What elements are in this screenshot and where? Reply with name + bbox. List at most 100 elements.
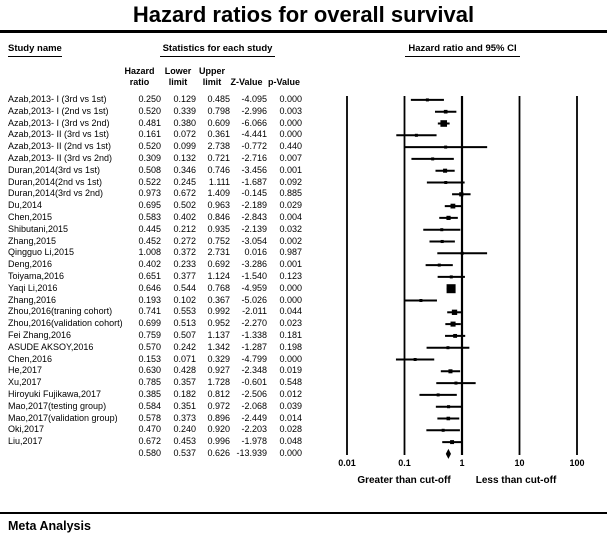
z-value-cell: -2.068 — [241, 400, 267, 411]
z-value-cell: -2.996 — [241, 105, 267, 116]
hazard-ratio-cell: 0.759 — [138, 330, 161, 340]
lower-limit-cell: 0.553 — [173, 306, 196, 317]
hr-marker — [450, 440, 455, 445]
lower-limit-cell: 0.373 — [173, 412, 196, 423]
study-name-cell: Liu,2017 — [8, 436, 43, 447]
z-value-cell: -0.772 — [241, 141, 267, 152]
x-axis-tick-label: 0.01 — [338, 458, 356, 468]
study-name-cell: He,2017 — [8, 365, 43, 376]
z-value-cell: -1.978 — [241, 436, 267, 447]
upper-limit-cell: 1.137 — [207, 330, 230, 340]
lower-limit-cell: 0.428 — [173, 365, 196, 376]
lower-limit-cell: 0.233 — [173, 259, 196, 270]
z-value-cell: -2.348 — [241, 365, 267, 376]
study-name-cell: Du,2014 — [8, 200, 43, 211]
hazard-ratio-cell: 0.630 — [138, 365, 161, 376]
hazard-ratio-cell: 0.309 — [138, 153, 161, 163]
hr-marker — [443, 109, 448, 114]
hr-marker — [446, 416, 451, 421]
x-axis-tick-label: 1 — [459, 458, 465, 468]
hazard-ratio-cell: 0.741 — [138, 306, 161, 317]
z-value-cell: -2.011 — [242, 306, 267, 317]
hr-marker — [413, 358, 417, 361]
upper-limit-cell: 0.927 — [207, 365, 230, 376]
z-value-cell: -0.601 — [241, 377, 267, 388]
hr-marker — [436, 393, 440, 397]
hr-marker — [431, 157, 435, 161]
plot-column-header: Hazard ratio and 95% CI — [405, 43, 520, 57]
statistics-column-header: Statistics for each study — [160, 43, 275, 57]
lower-limit-cell: 0.212 — [173, 223, 196, 234]
study-row: Azab,2013- II (3rd vs 2nd) 0.309 0.132 0.72… — [0, 153, 330, 165]
lower-limit-cell: 0.513 — [173, 318, 196, 329]
p-value-cell: 0.023 — [279, 318, 302, 329]
hr-marker — [444, 145, 448, 149]
z-value-cell: -2.843 — [241, 212, 267, 222]
study-name-cell: Chen,2016 — [8, 353, 53, 364]
lower-limit-cell: 0.272 — [173, 235, 196, 246]
upper-limit-cell: 0.812 — [207, 389, 230, 399]
z-value-cell: -2.506 — [241, 389, 267, 399]
study-row: Duran,2014(3rd vs 1st) 0.508 0.346 0.746 -3.… — [0, 165, 330, 177]
hazard-ratio-cell: 0.646 — [138, 282, 161, 293]
p-value-cell: 0.002 — [279, 235, 302, 246]
hazard-ratio-cell: 0.470 — [138, 424, 161, 435]
upper-limit-cell: 0.361 — [207, 129, 230, 140]
lower-limit-cell: 0.502 — [173, 200, 196, 211]
upper-limit-cell: 0.798 — [207, 105, 230, 116]
study-row: ASUDE AKSOY,2016 0.570 0.242 1.342 -1.287 0.1… — [0, 342, 330, 354]
upper-limit-cell: 0.920 — [207, 424, 230, 435]
p-value-cell: 0.000 — [279, 448, 302, 458]
upper-limit-cell: 2.731 — [207, 247, 230, 258]
lower-limit-cell: 0.346 — [173, 164, 196, 175]
footer-divider — [0, 512, 607, 514]
upper-limit-cell: 0.846 — [207, 212, 230, 222]
p-value-cell: 0.000 — [279, 94, 302, 104]
study-row: Azab,2013- I (3rd vs 2nd) 0.481 0.380 0.609… — [0, 118, 330, 130]
study-name-cell: Azab,2013- I (3rd vs 2nd) — [8, 117, 110, 128]
study-row: Azab,2013- II (2nd vs 1st) 0.520 0.099 2.73… — [0, 141, 330, 153]
hazard-ratio-cell: 0.583 — [138, 212, 161, 222]
z-value-cell: -4.799 — [241, 353, 267, 364]
upper-limit-cell: 0.963 — [207, 200, 230, 211]
hazard-ratio-column-label: Hazard ratio — [124, 66, 155, 87]
z-value-cell: -2.139 — [241, 223, 267, 234]
z-value-cell: -0.145 — [241, 188, 267, 199]
upper-limit-cell: 1.111 — [208, 176, 230, 187]
study-row: Yaqi Li,2016 0.646 0.544 0.768 -4.959 0.000 — [0, 283, 330, 295]
study-row: Mao,2017(validation group) 0.578 0.373 0.89… — [0, 413, 330, 425]
z-value-cell: -1.687 — [241, 176, 267, 187]
study-name-cell: Zhou,2016(validation cohort) — [8, 318, 123, 329]
z-value-cell: -4.959 — [241, 282, 267, 293]
overall-row: 0.580 0.537 0.626 -13.939 0.000 — [0, 448, 330, 460]
study-row: Zhou,2016(traning cohort) 0.741 0.553 0.992… — [0, 306, 330, 318]
p-value-cell: 0.012 — [279, 389, 302, 399]
study-name-cell: Mao,2017(testing group) — [8, 400, 107, 411]
p-value-cell: 0.028 — [279, 424, 302, 435]
hr-marker — [446, 215, 451, 220]
p-value-cell: 0.092 — [279, 176, 302, 187]
hazard-ratio-cell: 0.153 — [138, 353, 161, 364]
figure-title: Hazard ratios for overall survival — [132, 2, 475, 27]
hazard-ratio-cell: 0.973 — [138, 188, 161, 199]
z-value-cell: -1.338 — [241, 330, 267, 340]
z-value-cell: -3.286 — [241, 259, 267, 270]
p-value-cell: 0.014 — [279, 412, 302, 423]
hazard-ratio-cell: 0.672 — [138, 436, 161, 447]
upper-limit-cell: 0.996 — [207, 436, 230, 447]
hr-marker — [459, 192, 464, 197]
study-row: Shibutani,2015 0.445 0.212 0.935 -2.139 0.032 — [0, 224, 330, 236]
study-name-cell: Qingguo Li,2015 — [8, 247, 75, 258]
lower-limit-cell: 0.537 — [173, 448, 196, 458]
z-value-cell: -2.189 — [241, 200, 267, 211]
study-name-cell: Xu,2017 — [8, 377, 42, 388]
p-value-cell: 0.004 — [279, 212, 302, 222]
upper-limit-cell: 0.752 — [207, 235, 230, 246]
upper-limit-cell: 0.992 — [207, 306, 230, 317]
hr-marker — [450, 203, 456, 209]
hazard-ratio-cell: 0.578 — [138, 412, 161, 423]
z-value-cell: -3.054 — [241, 235, 267, 246]
p-value-cell: 0.000 — [279, 353, 302, 364]
z-value-cell: -3.456 — [241, 164, 267, 175]
study-row: Zhang,2015 0.452 0.272 0.752 -3.054 0.002 — [0, 236, 330, 248]
